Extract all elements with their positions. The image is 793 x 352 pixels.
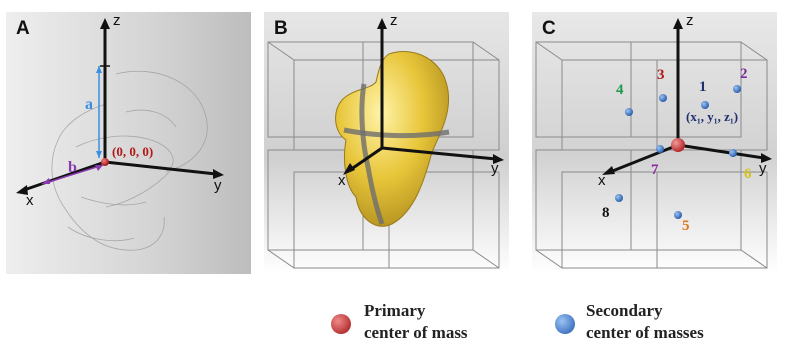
secondary-center-dot-5	[674, 211, 682, 219]
region-number-5: 5	[682, 218, 690, 234]
panel-a-canvas	[6, 12, 251, 274]
secondary-legend-text: Secondary center of masses	[586, 300, 704, 344]
dimension-b-marker	[41, 164, 104, 185]
primary-legend-line2: center of mass	[364, 323, 468, 342]
region-number-1: 1	[699, 79, 707, 95]
secondary-center-dot-7	[656, 145, 664, 153]
secondary-legend-line1: Secondary	[586, 301, 663, 320]
region-number-6: 6	[744, 166, 752, 182]
axes-a	[16, 18, 224, 195]
panel-a-background	[6, 12, 251, 274]
skull-outline	[51, 70, 208, 251]
secondary-center-dot-6	[729, 149, 737, 157]
panel-b: B z y x	[264, 12, 509, 274]
z-axis-label-a: z	[113, 12, 121, 29]
skull-volume	[335, 51, 450, 227]
dimension-b-label: b	[68, 159, 77, 176]
panel-b-canvas	[264, 12, 509, 274]
secondary-center-dot-4	[625, 108, 633, 116]
dimension-a-label: a	[85, 96, 93, 113]
region-number-2: 2	[740, 66, 748, 82]
panel-c-label: C	[542, 18, 556, 39]
primary-legend-text: Primary center of mass	[364, 300, 468, 344]
panel-a-label: A	[16, 18, 30, 39]
coordinate-label: (x₁, y₁, z₁)	[686, 109, 739, 124]
origin-dot	[101, 158, 109, 166]
panel-c-canvas	[532, 12, 777, 274]
z-axis-label-c: z	[686, 12, 694, 29]
secondary-legend-line2: center of masses	[586, 323, 704, 342]
y-axis-label-a: y	[214, 177, 222, 194]
grid-cubes-c	[535, 41, 768, 269]
region-number-3: 3	[657, 67, 665, 83]
x-axis-label-b: x	[338, 172, 346, 189]
z-axis-label-b: z	[390, 12, 398, 29]
secondary-center-dot-1	[701, 101, 709, 109]
panel-a: A z y x a b (0, 0, 0)	[6, 12, 251, 274]
secondary-center-dot-2	[733, 85, 741, 93]
y-axis-label-c: y	[759, 160, 767, 177]
origin-label: (0, 0, 0)	[112, 144, 154, 159]
dimension-a-marker	[96, 65, 110, 158]
region-number-4: 4	[616, 82, 624, 98]
primary-legend-line1: Primary	[364, 301, 426, 320]
panel-c-background	[532, 12, 777, 274]
panel-c: C z y x 1 2 3 4 5 6 7 8 (x₁, y₁, z₁)	[532, 12, 777, 274]
region-number-8: 8	[602, 205, 610, 221]
y-axis-label-b: y	[491, 160, 499, 177]
axes-b	[343, 18, 504, 175]
x-axis-label-c: x	[598, 172, 606, 189]
axes-c	[602, 18, 772, 175]
region-number-7: 7	[651, 162, 659, 178]
secondary-center-dot-3	[659, 94, 667, 102]
x-axis-label-a: x	[26, 192, 34, 209]
primary-legend-dot	[331, 314, 351, 334]
secondary-legend-dot	[555, 314, 575, 334]
panel-b-label: B	[274, 18, 288, 39]
primary-center-dot	[671, 138, 685, 152]
secondary-center-dot-8	[615, 194, 623, 202]
